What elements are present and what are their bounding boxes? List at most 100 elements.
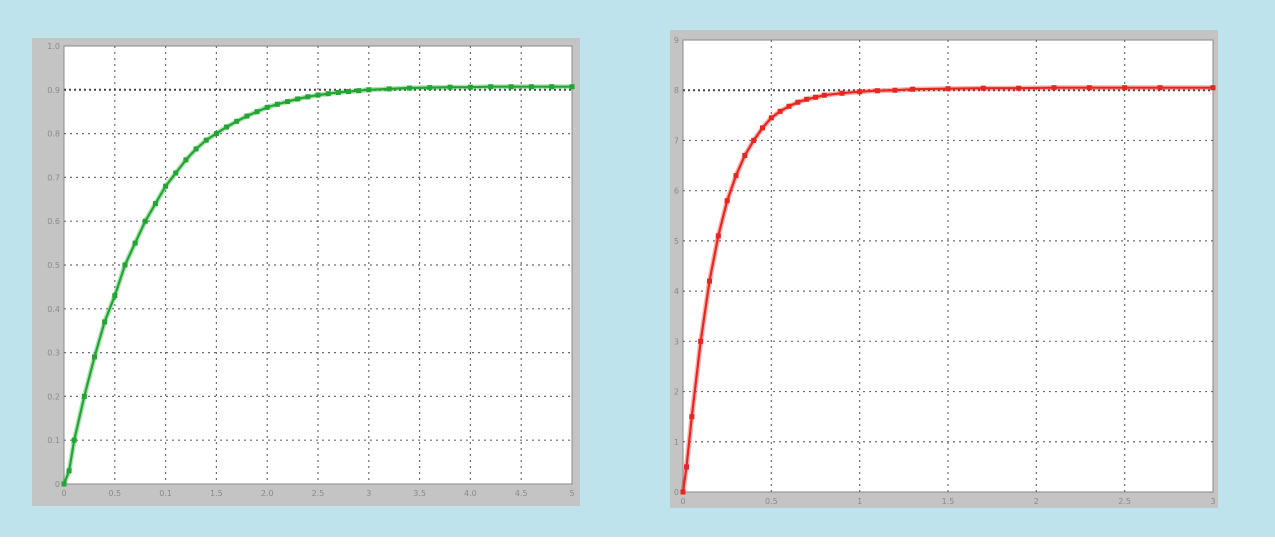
left-chart: 0 0.5 0.1 1.5 2.0 2.5 3 3.5 4.0 4.5 5 0 0.1 0.2 0.3 0.4… (32, 38, 580, 506)
data-point (183, 157, 189, 163)
data-point (467, 84, 473, 90)
data-point (163, 183, 169, 189)
data-point (760, 125, 765, 131)
data-point (1086, 85, 1092, 91)
data-point (698, 338, 704, 344)
data-point (305, 94, 311, 100)
x-tick-label: 3 (1210, 497, 1215, 506)
data-point (234, 118, 240, 124)
data-point (768, 115, 774, 121)
y-tick-label: 7 (674, 136, 679, 145)
x-tick-label: 0.1 (159, 489, 172, 498)
data-point (122, 262, 128, 268)
y-tick-label: 0.4 (47, 305, 60, 314)
data-point (335, 89, 341, 95)
data-point (224, 124, 230, 130)
data-point (427, 85, 433, 91)
data-point (684, 464, 690, 470)
x-tick-label: 0 (61, 489, 66, 498)
data-point (724, 198, 730, 204)
data-point (345, 89, 351, 95)
y-tick-label: 2 (674, 388, 679, 397)
data-point (1210, 85, 1216, 91)
data-point (1157, 85, 1163, 91)
data-point (857, 89, 863, 95)
x-tick-label: 2 (1034, 497, 1039, 506)
data-point (356, 88, 362, 94)
data-point (549, 84, 555, 90)
data-point (751, 137, 757, 143)
data-point (81, 393, 87, 399)
data-point (707, 278, 712, 284)
data-point (488, 84, 494, 90)
data-point (786, 103, 792, 109)
data-point (315, 92, 321, 98)
data-point (91, 354, 97, 360)
data-point (813, 94, 818, 100)
data-point (528, 84, 534, 90)
x-tick-label: 3 (366, 489, 371, 498)
y-tick-label: 9 (674, 36, 679, 45)
data-point (366, 87, 372, 93)
data-point (213, 131, 219, 137)
y-tick-label: 6 (674, 187, 679, 196)
data-point (71, 437, 77, 443)
data-point (285, 99, 291, 105)
x-tick-label: 1.5 (942, 497, 955, 506)
data-point (132, 240, 138, 246)
data-point (680, 489, 686, 495)
y-tick-label: 0.6 (47, 217, 60, 226)
x-tick-label: 0.5 (765, 497, 778, 506)
data-point (254, 109, 260, 115)
data-point (1051, 85, 1057, 91)
y-tick-label: 1.0 (47, 42, 60, 51)
y-tick-label: 0.7 (47, 173, 60, 182)
y-tick-label: 4 (674, 287, 679, 296)
data-point (406, 85, 412, 91)
page-gap (0, 537, 1275, 545)
y-tick-label: 5 (674, 237, 679, 246)
data-point (1016, 85, 1022, 91)
y-tick-label: 0.1 (47, 436, 60, 445)
data-point (1122, 85, 1128, 91)
data-point (295, 96, 301, 102)
data-point (386, 86, 392, 92)
x-tick-label: 4.5 (515, 489, 528, 498)
data-point (804, 96, 810, 102)
data-point (945, 86, 951, 92)
y-tick-label: 0.3 (47, 349, 60, 358)
data-point (152, 201, 158, 207)
data-point (274, 101, 280, 107)
data-point (66, 468, 72, 474)
data-point (715, 233, 721, 239)
x-tick-label: 5 (569, 489, 574, 498)
data-point (742, 153, 748, 159)
data-point (61, 481, 67, 487)
x-tick-label: 1 (857, 497, 862, 506)
data-point (244, 113, 250, 119)
y-tick-label: 0.5 (47, 261, 60, 270)
plot-area (682, 39, 1214, 493)
y-tick-label: 0.9 (47, 86, 60, 95)
x-tick-label: 0 (680, 497, 685, 506)
data-point (142, 218, 148, 224)
data-point (980, 85, 986, 91)
data-point (874, 88, 880, 94)
data-point (733, 173, 739, 179)
y-tick-label: 1 (674, 438, 679, 447)
y-tick-label: 3 (674, 337, 679, 346)
data-point (325, 91, 331, 97)
data-point (173, 170, 179, 176)
x-tick-label: 2.0 (261, 489, 274, 498)
data-point (569, 84, 575, 90)
data-point (795, 99, 801, 105)
data-point (910, 86, 916, 92)
x-tick-label: 3.5 (413, 489, 426, 498)
data-point (508, 84, 514, 90)
y-tick-label: 0.8 (47, 130, 60, 139)
data-point (447, 84, 453, 90)
x-tick-label: 2.5 (1118, 497, 1131, 506)
data-point (689, 414, 695, 420)
y-tick-label: 0 (55, 480, 60, 489)
y-tick-label: 8 (674, 86, 679, 95)
